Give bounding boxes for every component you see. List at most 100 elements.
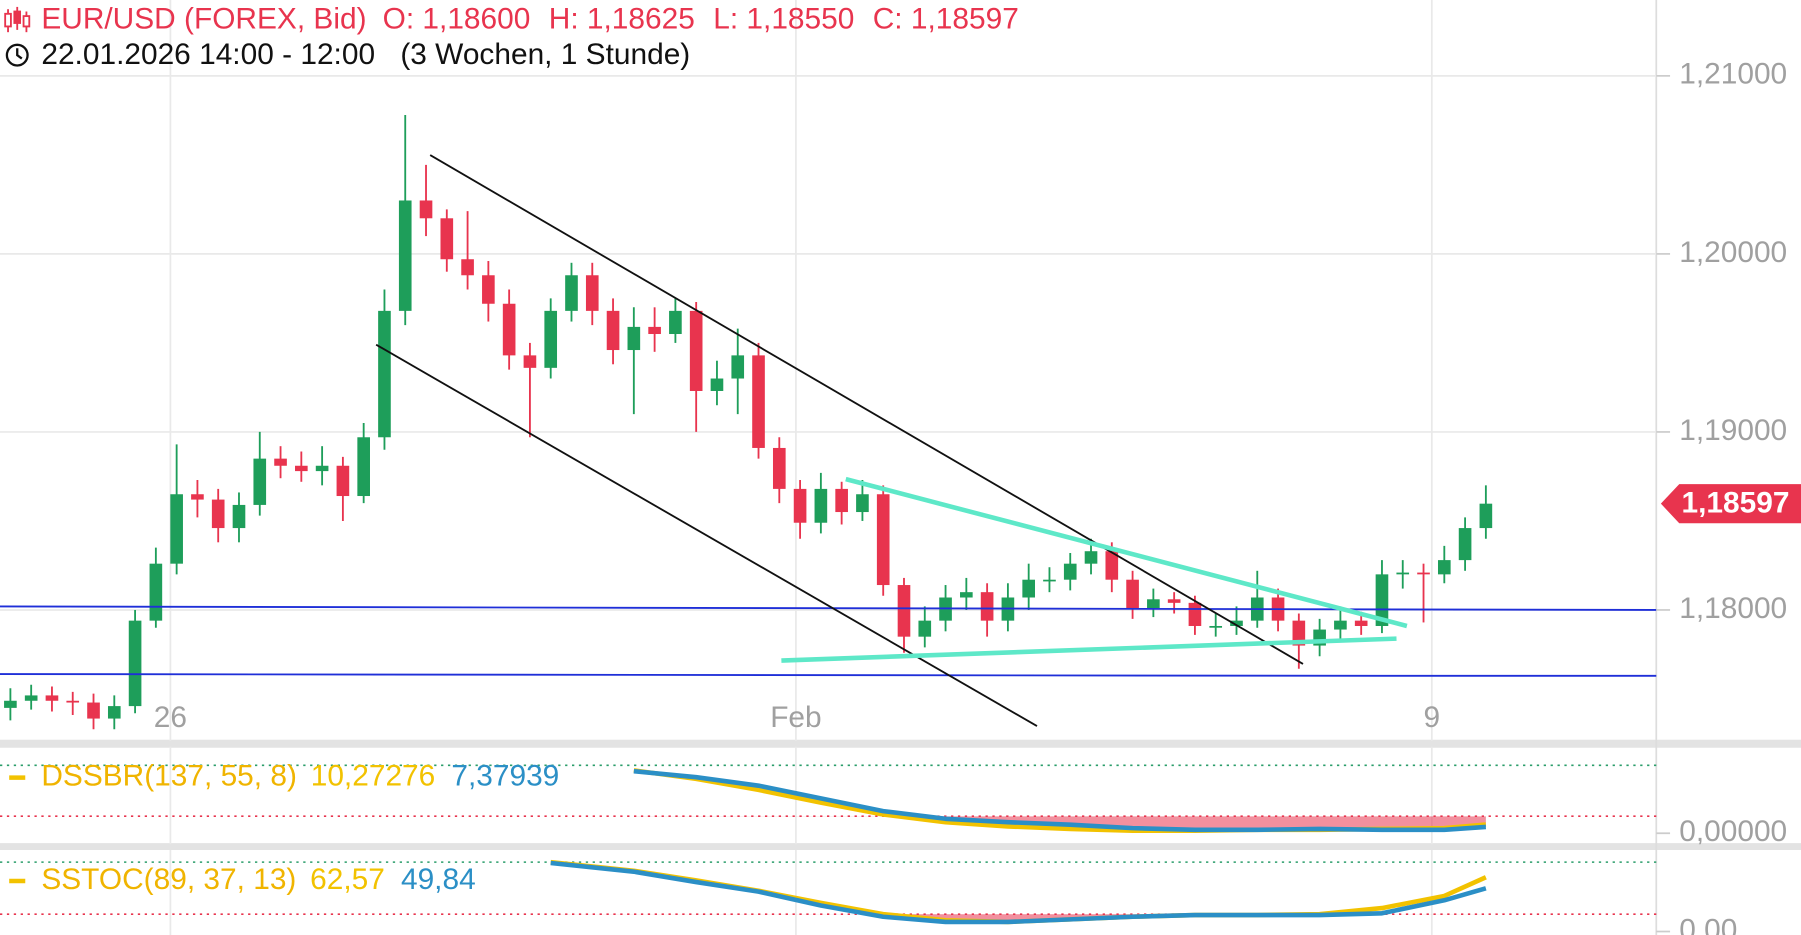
candle-body xyxy=(835,488,848,513)
candle-body xyxy=(772,447,786,489)
candle-body xyxy=(45,695,59,701)
candle-body xyxy=(398,200,412,311)
indicator-title: SSTOC(89, 37, 13) xyxy=(41,863,296,896)
candle-body xyxy=(814,488,828,523)
y-tick-label: 0,00 xyxy=(1679,913,1737,935)
candle-body xyxy=(1417,572,1430,575)
x-tick-label: Feb xyxy=(770,701,821,734)
candle-body xyxy=(710,378,724,391)
labels: 1,18000 1,19000 1,20000 1,21000 26 Feb 9 1,1859… xyxy=(9,3,1801,896)
date-range: 22.01.2026 14:00 - 12:00 xyxy=(41,38,375,71)
y-tick-label: 1,20000 xyxy=(1679,236,1787,269)
ohlc-label: O: 1,18600 xyxy=(383,3,531,36)
candle-body xyxy=(876,494,890,586)
candle-body xyxy=(149,563,163,621)
panel-separator xyxy=(0,739,1801,748)
oversold-fill xyxy=(550,914,1486,922)
candle-body xyxy=(960,592,973,598)
candle-body xyxy=(1209,625,1223,628)
ohlc-label: H: 1,18625 xyxy=(549,3,695,36)
clock-icon xyxy=(5,43,29,67)
candle-body xyxy=(1167,599,1181,603)
y-tick-label: 1,18000 xyxy=(1679,592,1787,625)
candle-body xyxy=(378,310,391,438)
trend-line xyxy=(429,154,1304,665)
candle-body xyxy=(440,218,454,260)
candle-body xyxy=(1188,602,1202,626)
candle-body xyxy=(523,355,537,368)
indicator-line xyxy=(633,768,1487,833)
y-tick-label: 0,00000 xyxy=(1679,815,1787,848)
candle-body xyxy=(1334,620,1347,630)
candle-body xyxy=(295,465,308,472)
trend-line xyxy=(0,673,1657,677)
candle-body xyxy=(1479,503,1493,529)
ohlc-label: L: 1,18550 xyxy=(713,3,854,36)
candle-body xyxy=(1375,574,1389,626)
indicator-title: DSSBR(137, 55, 8) xyxy=(41,760,297,793)
candle-body xyxy=(897,585,911,637)
candle-body xyxy=(1230,620,1243,626)
legend-value: 49,84 xyxy=(401,863,476,896)
candle-body xyxy=(1043,579,1056,582)
y-tick-label: 1,19000 xyxy=(1679,414,1787,447)
candle-body xyxy=(232,504,246,529)
last-price-label: 1,18597 xyxy=(1682,487,1790,520)
legend-value: 10,27276 xyxy=(311,760,436,793)
candle-body xyxy=(585,275,599,311)
indicator-line xyxy=(550,860,1487,925)
candle-body xyxy=(502,303,516,356)
candle-body xyxy=(544,310,558,368)
candle-body xyxy=(1105,551,1119,580)
trend-line xyxy=(375,343,1038,727)
candle-body xyxy=(1022,579,1035,598)
last-price-tag xyxy=(1660,484,1801,524)
candle-body xyxy=(1063,563,1077,580)
candle-body xyxy=(918,620,932,637)
dssbr-panel: 0,00000 xyxy=(0,746,1787,848)
candle-body xyxy=(752,355,765,448)
candle-icon xyxy=(4,6,31,33)
candle-body xyxy=(980,592,994,621)
candle-body xyxy=(66,700,80,703)
candle-body xyxy=(669,310,682,335)
price-panel xyxy=(0,0,1657,741)
ohlc-label: C: 1,18597 xyxy=(873,3,1019,36)
trend-line xyxy=(845,476,1408,629)
legend-value: 7,37939 xyxy=(451,760,559,793)
candle-body xyxy=(689,310,703,391)
candle-body xyxy=(1354,620,1368,626)
candle-body xyxy=(1292,620,1306,646)
candle-body xyxy=(731,355,745,379)
candle-body xyxy=(482,275,495,304)
candle-body xyxy=(191,494,204,500)
trend-line xyxy=(0,605,1657,611)
candle-body xyxy=(128,620,142,707)
candle-body xyxy=(4,700,17,708)
candle-body xyxy=(1126,579,1139,609)
candle-body xyxy=(627,326,641,351)
x-tick-label: 9 xyxy=(1424,701,1441,734)
candle-body xyxy=(1396,572,1410,575)
candle-body xyxy=(315,465,329,472)
period: (3 Wochen, 1 Stunde) xyxy=(400,38,690,71)
y-tick-label: 1,21000 xyxy=(1679,58,1787,91)
candle-body xyxy=(336,465,350,497)
panel-separator xyxy=(0,843,1801,850)
candle-body xyxy=(107,706,121,719)
candle-body xyxy=(24,695,38,701)
candle-body xyxy=(357,437,370,497)
candle-body xyxy=(419,200,433,219)
candle-body xyxy=(606,310,620,351)
candle-body xyxy=(1458,528,1472,561)
candle-body xyxy=(793,488,807,523)
legend-value: 62,57 xyxy=(310,863,385,896)
candle-body xyxy=(274,458,287,466)
candle-body xyxy=(253,458,267,505)
candle-body xyxy=(1084,551,1098,564)
candle-body xyxy=(211,499,225,529)
candle-body xyxy=(565,275,578,311)
